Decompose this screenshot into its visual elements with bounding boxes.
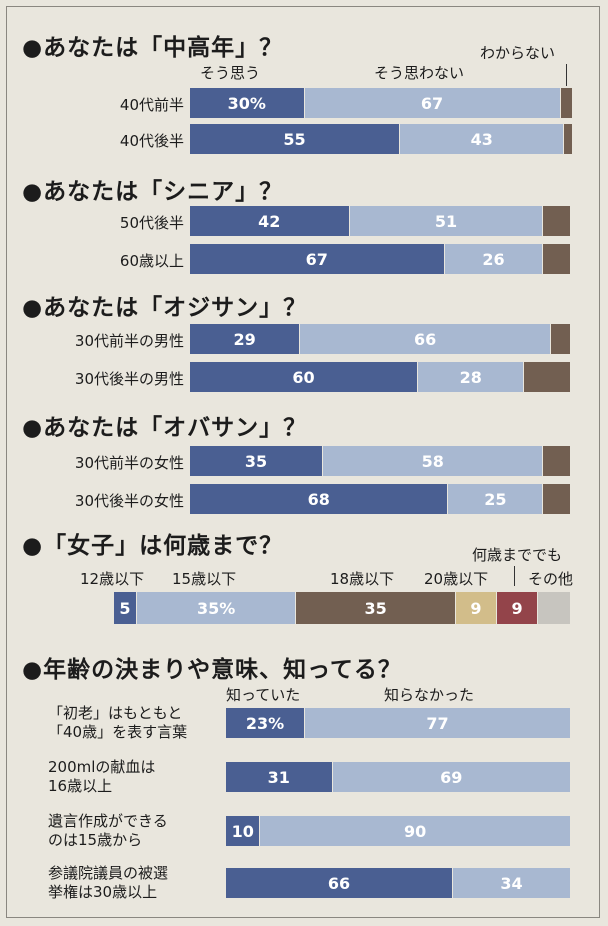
bar-segment: 10 (226, 816, 261, 846)
bar-row: 23% 77 (226, 708, 570, 738)
title-senior: ●あなたは「シニア」？ (22, 179, 284, 205)
legend-yes: そう思う (200, 64, 261, 82)
bar-segment: 51 (349, 206, 544, 236)
row-label: 50代後半 (119, 214, 184, 232)
bar-segment (560, 88, 572, 118)
bar-segment: 5 (114, 592, 137, 624)
bar-row: 10 90 (226, 816, 570, 846)
row-label: 200mlの献血は 16歳以上 (48, 758, 156, 795)
outer-frame (6, 6, 600, 918)
legend-20: 20歳以下 (424, 570, 489, 588)
legend-no: そう思わない (374, 64, 465, 82)
bar-segment: 66 (226, 868, 454, 898)
bar-row: 55 43 (190, 124, 572, 154)
bar-row: 67 26 (190, 244, 570, 274)
bar-segment: 9 (455, 592, 498, 624)
row-label: 40代前半 (119, 96, 184, 114)
row-label: 60歳以上 (119, 252, 184, 270)
bar-row: 31 69 (226, 762, 570, 792)
bar-segment: 35 (296, 592, 456, 624)
bar-segment: 67 (304, 88, 561, 118)
bar-row: 66 34 (226, 868, 570, 898)
legend-other: その他 (528, 570, 574, 588)
bar-segment: 66 (300, 324, 551, 354)
bar-segment (543, 244, 570, 274)
legend-didnt-know: 知らなかった (384, 686, 475, 704)
legend-unknown: わからない (480, 44, 556, 62)
title-joshi: ●「女子」は何歳まで？ (22, 533, 284, 559)
bar-segment (524, 362, 570, 392)
bar-segment: 68 (190, 484, 449, 514)
legend-unknown-tick (566, 64, 567, 86)
bar-row: 30% 67 (190, 88, 572, 118)
bar-segment: 35 (190, 446, 323, 476)
bar-segment: 55 (190, 124, 401, 154)
bar-segment: 77 (305, 708, 570, 738)
bar-row: 29 66 (190, 324, 570, 354)
bar-segment: 23% (226, 708, 306, 738)
bar-segment: 9 (497, 592, 539, 624)
bar-row: 60 28 (190, 362, 570, 392)
bar-segment (543, 446, 570, 476)
bar-segment: 67 (190, 244, 445, 274)
bar-segment (550, 324, 570, 354)
legend-knew: 知っていた (226, 686, 301, 704)
bar-segment: 30% (190, 88, 305, 118)
bar-segment: 58 (323, 446, 544, 476)
bar-segment: 35% (136, 592, 297, 624)
row-label: 30代後半の女性 (74, 492, 184, 510)
row-label: 30代前半の男性 (74, 332, 184, 350)
bar-segment: 42 (190, 206, 350, 236)
bar-segment: 43 (400, 124, 565, 154)
row-label: 30代前半の女性 (74, 454, 184, 472)
legend-any: 何歳まででも (472, 546, 563, 564)
bar-segment: 34 (453, 868, 570, 898)
bar-segment (564, 124, 572, 154)
bar-segment: 90 (260, 816, 570, 846)
bar-segment: 29 (190, 324, 301, 354)
legend-18: 18歳以下 (330, 570, 395, 588)
bar-row: 42 51 (190, 206, 570, 236)
bar-row: 5 35% 35 9 9 (114, 592, 570, 624)
bar-segment: 69 (332, 762, 570, 792)
title-obasan: ●あなたは「オバサン」？ (22, 415, 308, 441)
bar-segment: 60 (190, 362, 418, 392)
row-label: 30代後半の男性 (74, 370, 184, 388)
bar-segment: 26 (444, 244, 544, 274)
bar-segment: 25 (448, 484, 544, 514)
bar-segment (538, 592, 570, 624)
bar-segment: 28 (418, 362, 525, 392)
title-ojisan: ●あなたは「オジサン」？ (22, 295, 308, 321)
title-age-rules: ●年齢の決まりや意味、知ってる？ (22, 657, 402, 683)
title-chukonen: ●あなたは「中高年」？ (22, 35, 284, 61)
row-label: 遺言作成ができる のは15歳から (48, 812, 168, 849)
legend-tick (514, 566, 515, 586)
bar-segment (543, 206, 570, 236)
row-label: 参議院議員の被選 挙権は30歳以上 (48, 864, 169, 901)
row-label: 「初老」はもともと 「40歳」を表す言葉 (48, 704, 188, 741)
bar-row: 68 25 (190, 484, 570, 514)
legend-12: 12歳以下 (80, 570, 145, 588)
legend-15: 15歳以下 (172, 570, 237, 588)
bar-segment (543, 484, 570, 514)
row-label: 40代後半 (119, 132, 184, 150)
bar-row: 35 58 (190, 446, 570, 476)
bar-segment: 31 (226, 762, 333, 792)
